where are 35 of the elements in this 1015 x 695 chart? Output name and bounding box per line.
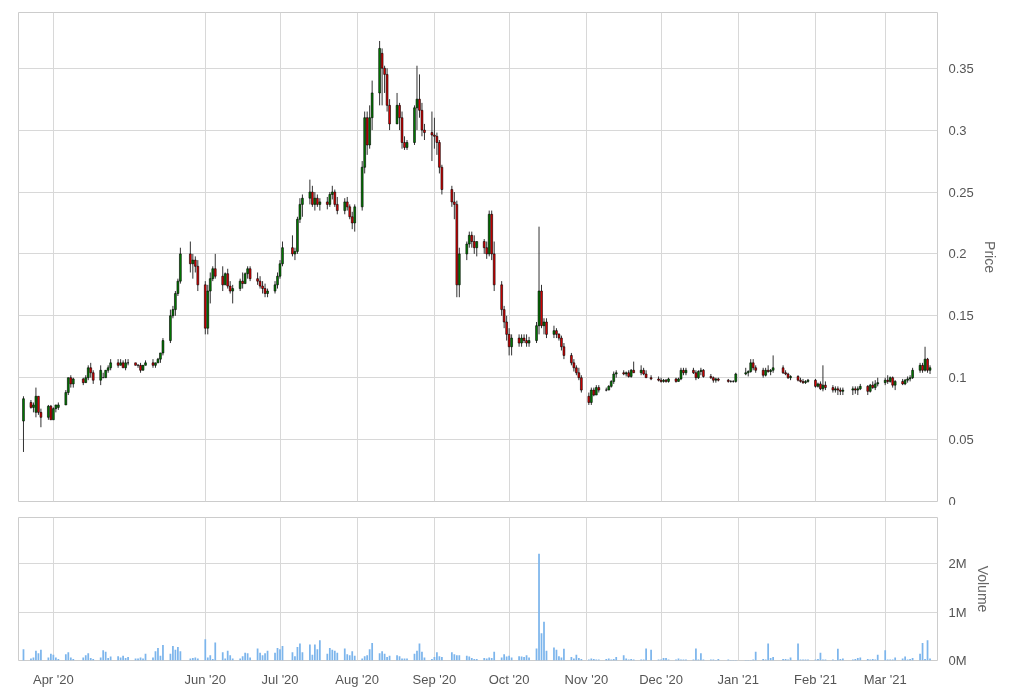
x-tick-label: Jul '20 bbox=[261, 671, 299, 687]
candlestick bbox=[545, 317, 548, 339]
candlestick bbox=[22, 395, 25, 453]
candlestick bbox=[231, 284, 234, 304]
candlestick bbox=[291, 234, 294, 257]
y-tick-label: 0.05 bbox=[948, 432, 974, 448]
x-tick-label: Jan '21 bbox=[717, 671, 760, 687]
y-tick-label: 0.1 bbox=[948, 370, 967, 386]
candlestick bbox=[308, 179, 312, 205]
candlestick bbox=[709, 373, 713, 380]
y-tick-label: 0.2 bbox=[948, 246, 967, 262]
x-tick-label: Aug '20 bbox=[335, 671, 380, 687]
y-tick-label: 0.35 bbox=[948, 60, 974, 76]
y-tick-label: 2M bbox=[948, 556, 967, 572]
candlestick bbox=[126, 358, 130, 366]
y-tick-label: 0.15 bbox=[948, 308, 974, 324]
y-tick-label: 0.3 bbox=[948, 122, 967, 138]
x-tick-label: Oct '20 bbox=[488, 671, 530, 687]
y-tick-label: 0M bbox=[948, 653, 967, 668]
x-tick-label: Apr '20 bbox=[32, 671, 74, 687]
y-axis-title: Volume bbox=[974, 565, 991, 613]
x-tick-label: Mar '21 bbox=[863, 671, 907, 687]
candlestick bbox=[196, 259, 200, 292]
x-tick-label: Dec '20 bbox=[639, 671, 683, 687]
x-tick-label: Nov '20 bbox=[564, 671, 609, 687]
x-tick-label: Feb '21 bbox=[793, 671, 837, 687]
x-tick-label: Sep '20 bbox=[412, 671, 457, 687]
candlestick bbox=[318, 197, 322, 212]
candlestick bbox=[430, 111, 434, 162]
candlestick bbox=[699, 367, 703, 376]
y-tick-label: 1M bbox=[948, 604, 967, 620]
y-axis-title: Price bbox=[981, 241, 998, 274]
x-tick-label: Jun '20 bbox=[184, 671, 227, 687]
y-tick-label: 0.25 bbox=[948, 184, 974, 200]
y-tick-label: 0 bbox=[948, 493, 956, 509]
